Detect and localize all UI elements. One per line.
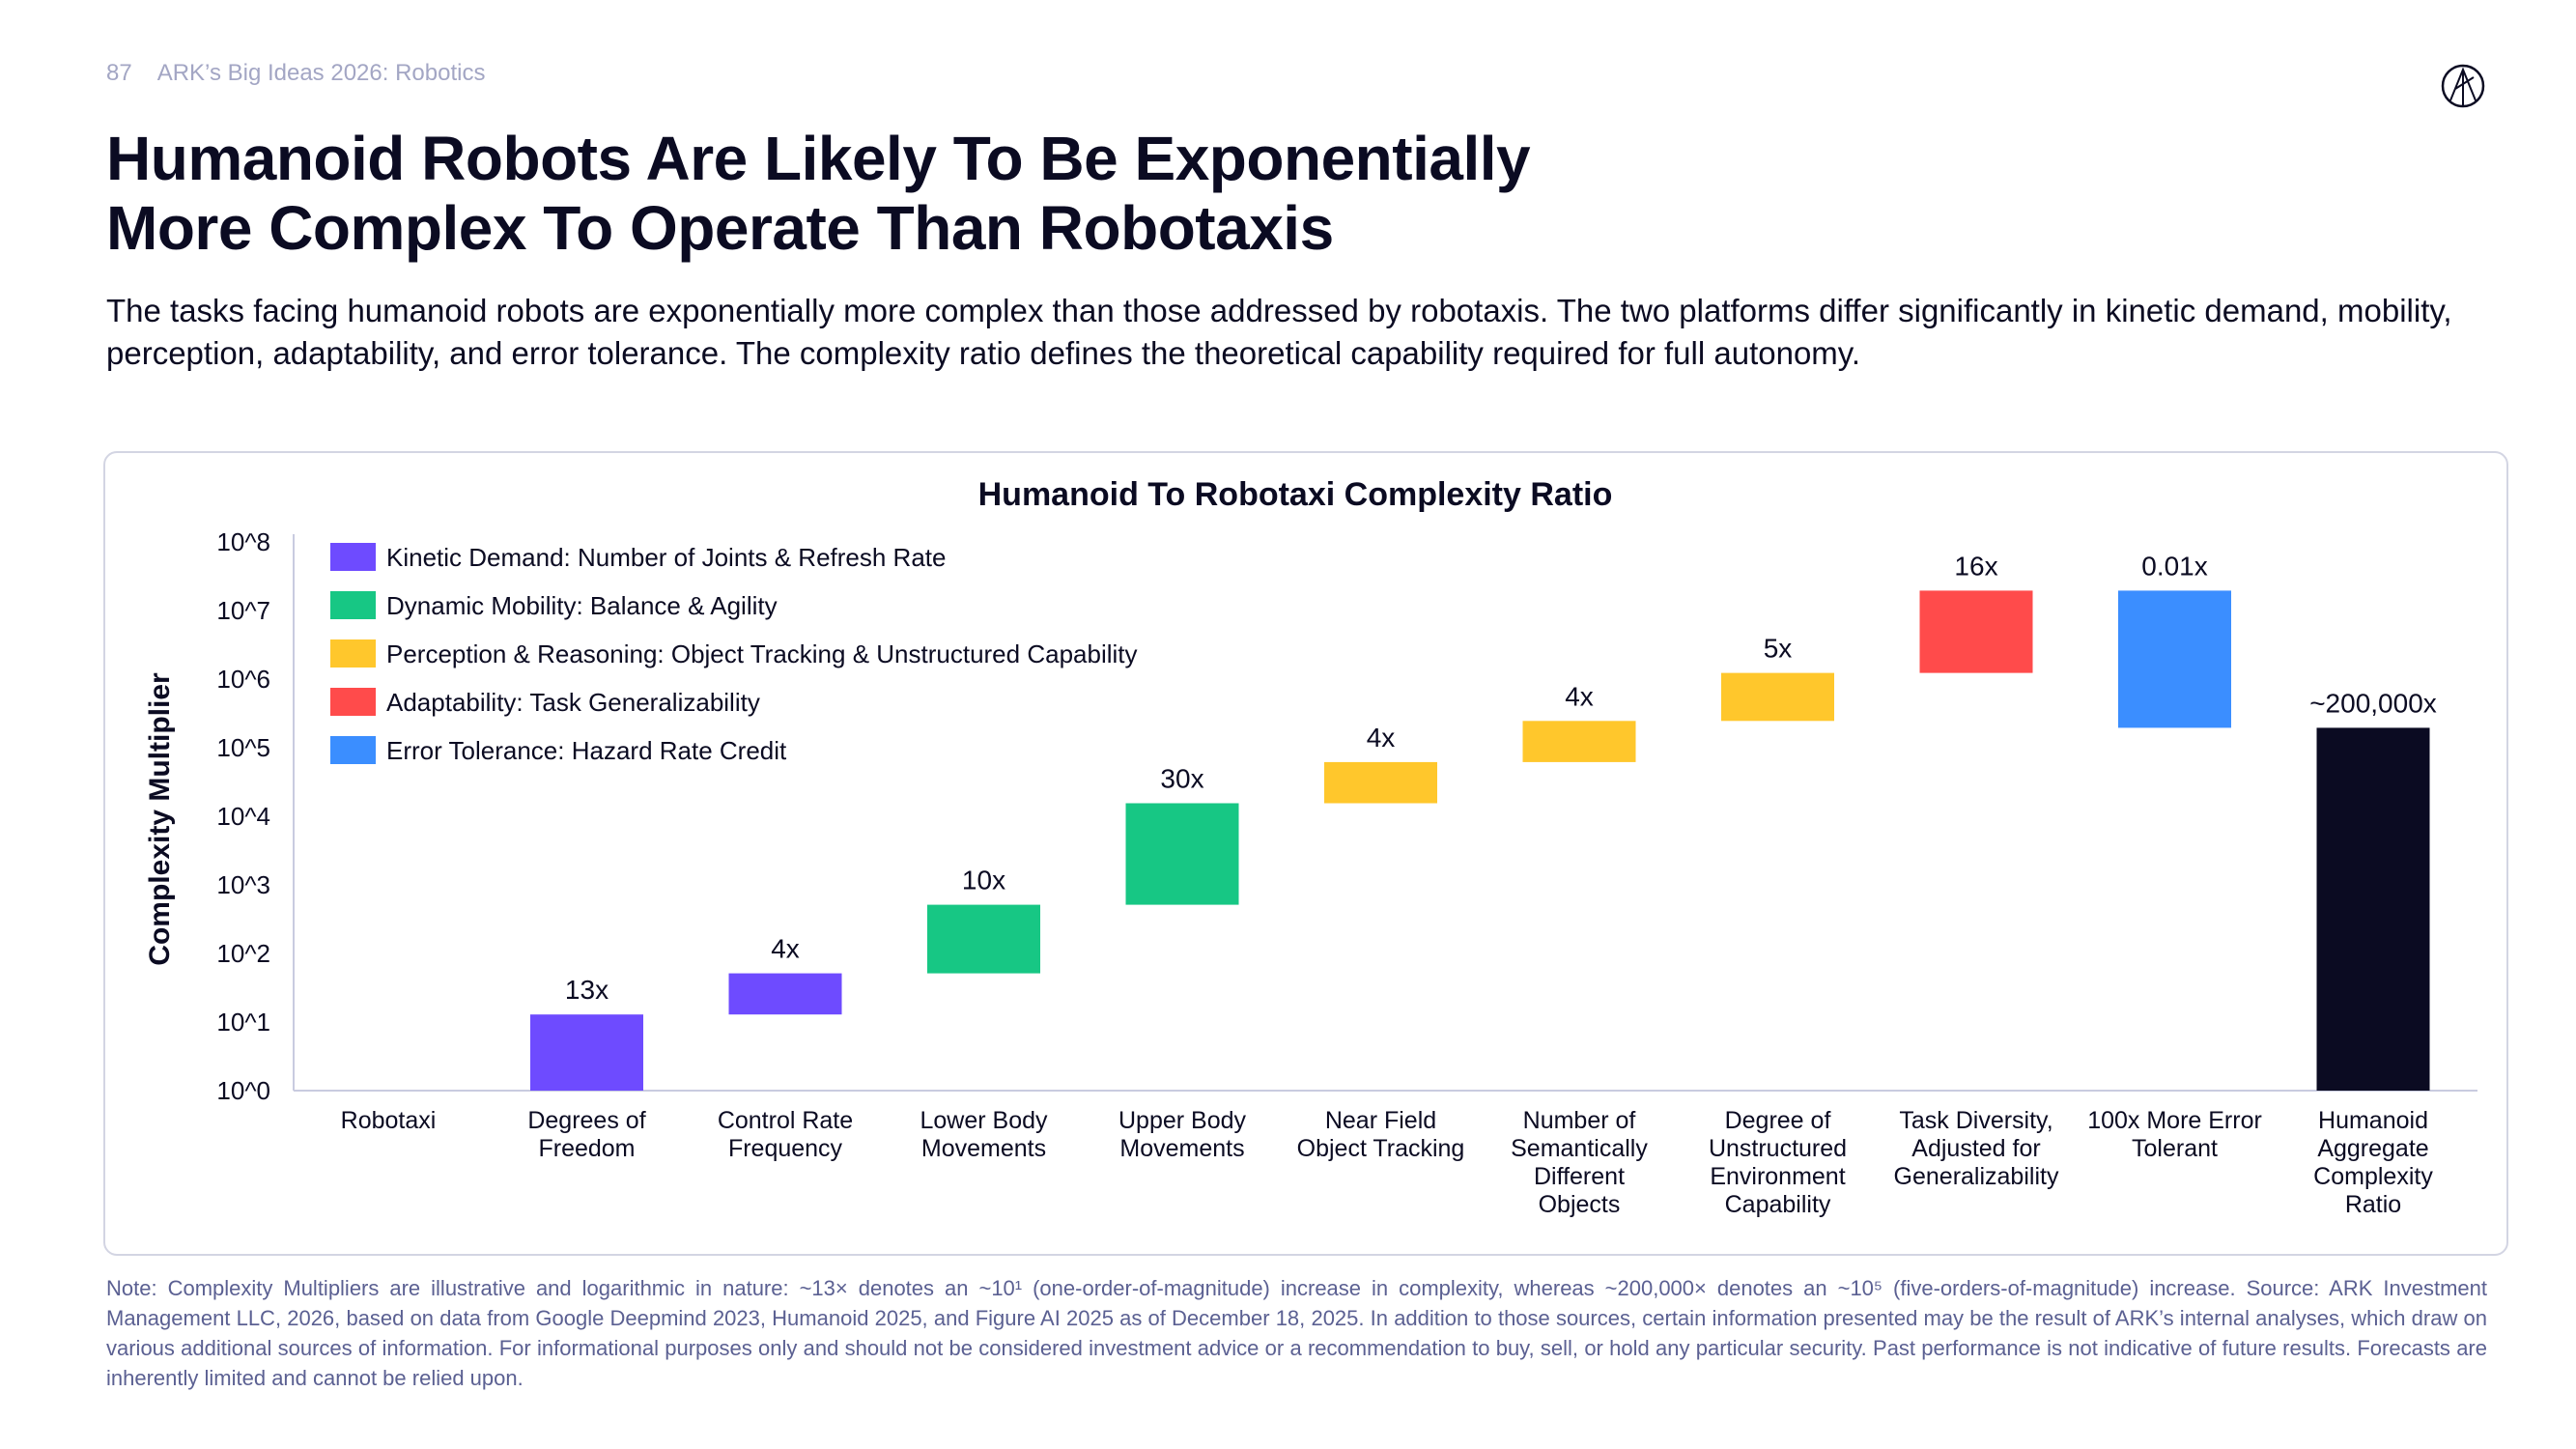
bar: [927, 904, 1040, 974]
bar-value-label: 5x: [1764, 634, 1793, 664]
y-tick-label: 10^2: [216, 939, 270, 968]
x-tick-label: Tolerant: [2132, 1135, 2218, 1162]
bar: [1522, 721, 1636, 762]
x-tick-label: Aggregate: [2317, 1135, 2428, 1162]
x-tick-label: Objects: [1539, 1191, 1621, 1218]
bar-value-label: 10x: [962, 866, 1005, 895]
legend-swatch-mobility: [330, 591, 376, 619]
x-tick-label: Different: [1534, 1163, 1625, 1190]
y-tick-label: 10^5: [216, 733, 270, 762]
bar: [1125, 803, 1239, 905]
x-tick-label: Lower Body: [920, 1107, 1048, 1134]
y-tick-label: 10^6: [216, 665, 270, 694]
bar: [1721, 672, 1834, 722]
x-tick-label: Number of: [1523, 1107, 1636, 1134]
y-tick-label: 10^8: [216, 527, 270, 556]
x-tick-label: Adjusted for: [1911, 1135, 2040, 1162]
deck-title: ARK’s Big Ideas 2026: Robotics: [156, 60, 486, 86]
x-tick-label: Humanoid: [2318, 1107, 2428, 1134]
x-tick-label: Movements: [921, 1135, 1046, 1162]
x-tick-label: Ratio: [2345, 1191, 2401, 1218]
x-tick-label: Degrees of: [527, 1107, 645, 1134]
ark-logo-icon: [2441, 64, 2485, 108]
y-tick-label: 10^0: [216, 1076, 270, 1105]
legend-label-adaptability: Adaptability: Task Generalizability: [386, 688, 760, 717]
bar-value-label: ~200,000x: [2309, 688, 2437, 718]
x-tick-label: Capability: [1725, 1191, 1831, 1218]
bar: [530, 1014, 643, 1091]
x-tick-label: Environment: [1710, 1163, 1845, 1190]
x-tick-label: Unstructured: [1709, 1135, 1847, 1162]
x-tick-label: Frequency: [728, 1135, 843, 1162]
page-header: 87 ARK’s Big Ideas 2026: Robotics: [106, 60, 485, 87]
bar: [1324, 761, 1437, 804]
legend-swatch-adaptability: [330, 688, 376, 716]
x-tick-label: Degree of: [1725, 1107, 1831, 1134]
x-tick-label: 100x More Error: [2087, 1107, 2262, 1134]
legend-label-perception: Perception & Reasoning: Object Tracking …: [386, 639, 1138, 668]
legend-swatch-perception: [330, 639, 376, 668]
y-tick-label: 10^4: [216, 802, 270, 831]
legend-swatch-error: [330, 736, 376, 764]
bar: [728, 973, 842, 1015]
chart-panel: [103, 451, 2508, 1256]
x-tick-label: Control Rate: [718, 1107, 853, 1134]
page-title: Humanoid Robots Are Likely To Be Exponen…: [106, 124, 1531, 263]
chart-title: Humanoid To Robotaxi Complexity Ratio: [978, 476, 1613, 513]
bar-value-label: 0.01x: [2141, 551, 2208, 581]
y-tick-label: 10^1: [216, 1008, 270, 1037]
legend-label-kinetic: Kinetic Demand: Number of Joints & Refre…: [386, 543, 946, 572]
bar-value-label: 16x: [1954, 551, 1997, 581]
legend-swatch-kinetic: [330, 543, 376, 571]
x-tick-label: Freedom: [538, 1135, 635, 1162]
bar-value-label: 4x: [771, 934, 800, 964]
bar: [2316, 727, 2430, 1091]
bar-value-label: 13x: [565, 975, 609, 1005]
legend-label-mobility: Dynamic Mobility: Balance & Agility: [386, 591, 778, 620]
x-tick-label: Upper Body: [1118, 1107, 1247, 1134]
x-tick-label: Movements: [1119, 1135, 1244, 1162]
x-tick-label: Robotaxi: [341, 1107, 437, 1134]
page-subtitle: The tasks facing humanoid robots are exp…: [106, 293, 2452, 371]
legend-label-error: Error Tolerance: Hazard Rate Credit: [386, 736, 787, 765]
title-line-1: Humanoid Robots Are Likely To Be Exponen…: [106, 124, 1531, 193]
x-tick-label: Near Field: [1325, 1107, 1436, 1134]
x-tick-label: Object Tracking: [1297, 1135, 1465, 1162]
x-tick-label: Complexity: [2313, 1163, 2433, 1190]
bar-value-label: 4x: [1367, 723, 1396, 753]
bar: [1919, 590, 2033, 673]
y-tick-label: 10^7: [216, 596, 270, 625]
y-tick-label: 10^3: [216, 870, 270, 899]
x-tick-label: Task Diversity,: [1899, 1107, 2052, 1134]
page-number: 87: [106, 60, 132, 86]
footnote: Note: Complexity Multipliers are illustr…: [106, 1276, 2487, 1390]
y-axis-label: Complexity Multiplier: [144, 672, 176, 966]
bar: [2118, 590, 2231, 728]
bar-value-label: 4x: [1565, 681, 1594, 711]
x-tick-label: Semantically: [1511, 1135, 1648, 1162]
x-tick-label: Generalizability: [1894, 1163, 2059, 1190]
bar-value-label: 30x: [1160, 764, 1203, 794]
title-line-2: More Complex To Operate Than Robotaxis: [106, 193, 1334, 263]
